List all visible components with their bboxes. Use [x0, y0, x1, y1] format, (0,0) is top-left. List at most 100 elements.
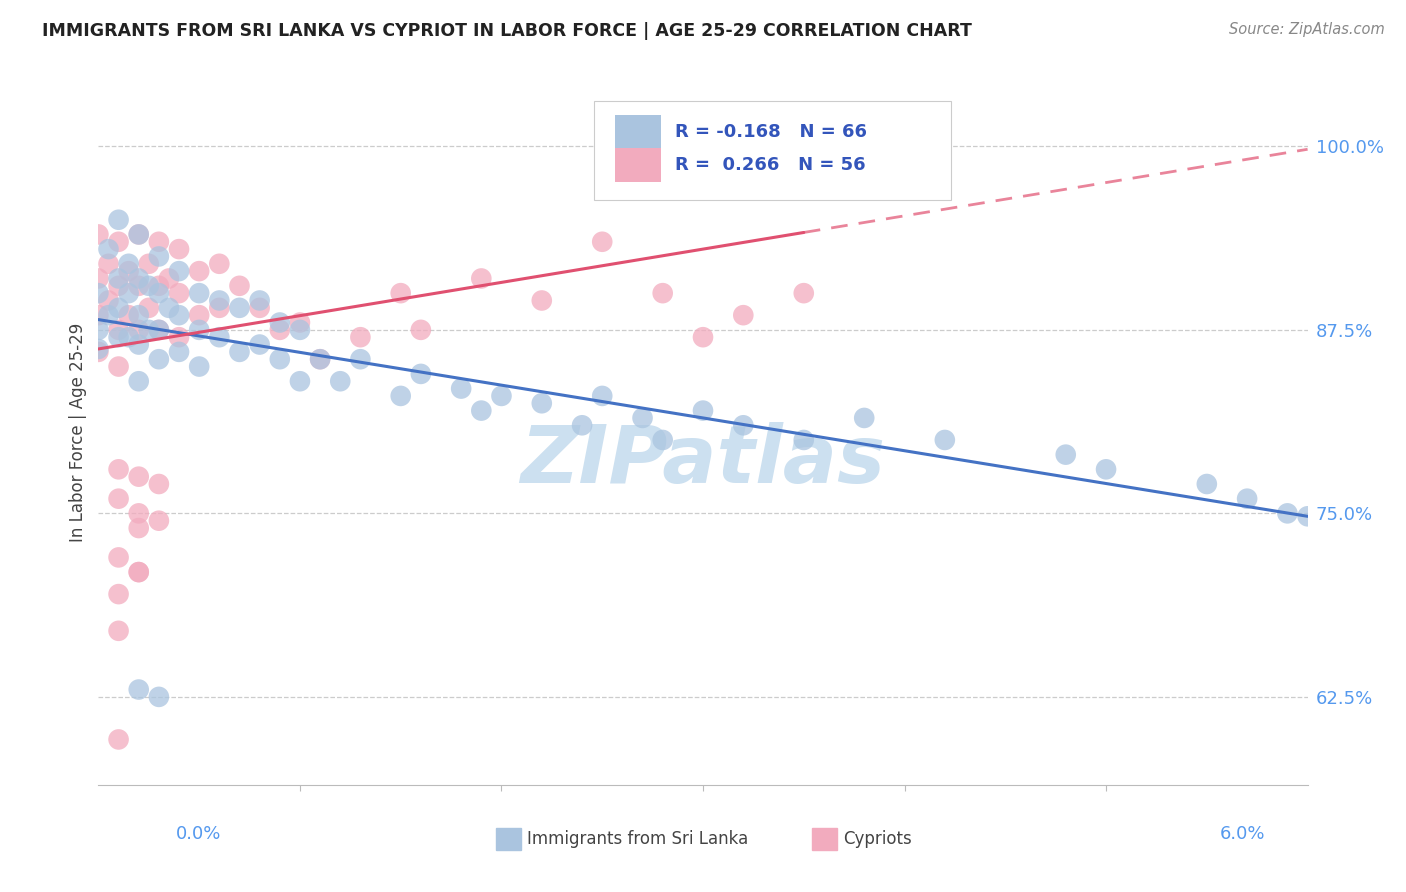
- Point: [249, 301, 271, 315]
- Point: [329, 374, 352, 388]
- Point: [309, 352, 332, 367]
- Point: [157, 271, 180, 285]
- Point: [87, 344, 110, 359]
- Point: [128, 682, 150, 697]
- Point: [128, 227, 150, 242]
- Point: [167, 286, 190, 301]
- Point: [97, 308, 120, 322]
- Point: [148, 249, 170, 264]
- Point: [128, 271, 150, 285]
- Point: [107, 212, 129, 227]
- Point: [107, 271, 129, 285]
- Point: [651, 286, 673, 301]
- Point: [934, 433, 956, 447]
- Text: Cypriots: Cypriots: [844, 830, 911, 848]
- Point: [107, 235, 129, 249]
- Point: [128, 469, 150, 483]
- Text: Source: ZipAtlas.com: Source: ZipAtlas.com: [1229, 22, 1385, 37]
- Point: [269, 316, 291, 330]
- Point: [591, 235, 613, 249]
- Point: [148, 278, 170, 293]
- Point: [733, 308, 755, 322]
- Point: [228, 344, 250, 359]
- Bar: [614, 148, 661, 182]
- Point: [128, 374, 150, 388]
- Point: [107, 301, 129, 315]
- Text: IMMIGRANTS FROM SRI LANKA VS CYPRIOT IN LABOR FORCE | AGE 25-29 CORRELATION CHAR: IMMIGRANTS FROM SRI LANKA VS CYPRIOT IN …: [42, 22, 972, 40]
- Point: [631, 411, 654, 425]
- Point: [269, 323, 291, 337]
- Point: [793, 286, 815, 301]
- Point: [288, 323, 311, 337]
- Text: R = -0.168   N = 66: R = -0.168 N = 66: [675, 123, 868, 141]
- Point: [87, 323, 110, 337]
- Point: [188, 308, 211, 322]
- Point: [692, 403, 714, 417]
- Point: [288, 374, 311, 388]
- Point: [87, 308, 110, 322]
- Point: [148, 477, 170, 491]
- Point: [148, 323, 170, 337]
- Point: [128, 308, 150, 322]
- Point: [128, 227, 150, 242]
- Point: [188, 264, 211, 278]
- Point: [107, 359, 129, 374]
- Point: [107, 491, 129, 506]
- Point: [228, 278, 250, 293]
- Point: [228, 301, 250, 315]
- Point: [1054, 448, 1077, 462]
- Point: [118, 308, 141, 322]
- Point: [249, 293, 271, 308]
- Text: 6.0%: 6.0%: [1220, 825, 1265, 843]
- Point: [793, 433, 815, 447]
- Point: [309, 352, 332, 367]
- Point: [1277, 507, 1299, 521]
- Point: [138, 278, 160, 293]
- Point: [138, 301, 160, 315]
- Point: [97, 257, 120, 271]
- Point: [188, 286, 211, 301]
- Point: [87, 227, 110, 242]
- Point: [107, 550, 129, 565]
- Text: Immigrants from Sri Lanka: Immigrants from Sri Lanka: [526, 830, 748, 848]
- Text: ZIPatlas: ZIPatlas: [520, 422, 886, 500]
- Bar: [614, 115, 661, 149]
- Point: [128, 565, 150, 579]
- Point: [1296, 509, 1319, 524]
- Point: [188, 323, 211, 337]
- Point: [167, 308, 190, 322]
- Text: 0.0%: 0.0%: [176, 825, 221, 843]
- Point: [128, 507, 150, 521]
- Point: [148, 352, 170, 367]
- FancyBboxPatch shape: [595, 102, 950, 200]
- Point: [167, 344, 190, 359]
- Point: [118, 330, 141, 344]
- Point: [389, 286, 412, 301]
- Point: [167, 264, 190, 278]
- Point: [148, 323, 170, 337]
- Point: [530, 293, 553, 308]
- Point: [138, 323, 160, 337]
- Point: [118, 286, 141, 301]
- Point: [409, 367, 432, 381]
- Point: [118, 264, 141, 278]
- Point: [148, 286, 170, 301]
- Point: [1236, 491, 1258, 506]
- Point: [118, 257, 141, 271]
- Point: [97, 242, 120, 256]
- Point: [591, 389, 613, 403]
- Point: [128, 565, 150, 579]
- Point: [107, 732, 129, 747]
- Point: [208, 301, 231, 315]
- Point: [571, 418, 593, 433]
- Point: [107, 278, 129, 293]
- Point: [530, 396, 553, 410]
- Point: [349, 352, 371, 367]
- Point: [167, 242, 190, 256]
- Point: [249, 337, 271, 351]
- Point: [97, 293, 120, 308]
- Point: [853, 411, 876, 425]
- Point: [167, 330, 190, 344]
- Point: [107, 323, 129, 337]
- Point: [349, 330, 371, 344]
